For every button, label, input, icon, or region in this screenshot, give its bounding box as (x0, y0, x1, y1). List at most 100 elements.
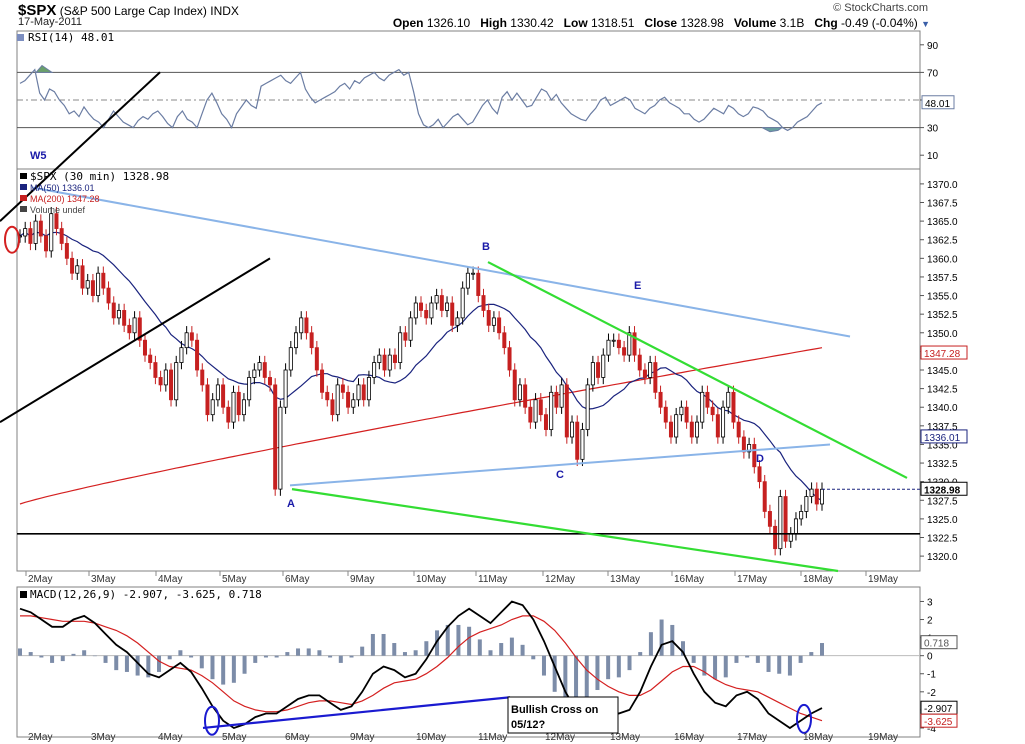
macd-tick-label: 3 (927, 597, 933, 608)
divergence-line (202, 696, 511, 730)
rsi-legend-swatch (17, 34, 24, 41)
volume-label: Volume (733, 16, 777, 30)
price-bar (330, 399, 335, 416)
x-date-label: 11May (478, 574, 507, 585)
x-date-label: 5May (222, 574, 246, 585)
macd-histogram-bar (541, 655, 546, 676)
price-bar (122, 310, 127, 326)
price-legend-swatch (20, 206, 27, 212)
price-bar (398, 332, 403, 363)
index-name: (S&P 500 Large Cap Index) (59, 4, 207, 18)
price-bar (184, 332, 189, 349)
macd-histogram-bar (392, 643, 397, 656)
price-bar (283, 369, 288, 408)
credit[interactable]: © StockCharts.com (833, 2, 928, 14)
price-bar (590, 362, 595, 386)
macd-histogram-bar (28, 652, 33, 656)
x-date-label: 9May (350, 574, 374, 585)
price-bar (111, 302, 116, 319)
macd-histogram-bar (381, 633, 386, 656)
macd-histogram-bar (755, 655, 760, 663)
price-bar (710, 406, 715, 416)
macd-histogram-bar (723, 655, 728, 678)
price-bar (788, 533, 793, 542)
ma200-last-box (920, 345, 968, 360)
price-bar (408, 317, 413, 341)
price-bar (684, 406, 689, 423)
macd-histogram-bar (424, 641, 429, 656)
x-date-label: 3May (91, 574, 115, 585)
macd-tick-label: -1 (927, 670, 936, 681)
price-bar (304, 317, 309, 334)
price-tick-label: 1332.5 (927, 459, 958, 470)
signal-last-box (920, 713, 958, 728)
price-bar (778, 496, 783, 550)
macd-histogram-bar (50, 655, 55, 663)
price-bar (642, 369, 647, 378)
x-date-label: 5May (222, 732, 246, 743)
x-date-label: 13May (610, 732, 640, 743)
macd-histogram-bar (317, 650, 322, 656)
price-bar (116, 310, 121, 319)
price-tick-label: 1362.5 (927, 236, 958, 247)
x-date-label: 10May (416, 732, 446, 743)
ohlc-readout: Open 1326.10 High 1330.42 Low 1318.51 Cl… (393, 16, 930, 30)
macd-tick-label: 0 (927, 652, 933, 663)
price-bar (101, 272, 106, 289)
x-date-label: 16May (674, 732, 704, 743)
chevron-down-icon[interactable]: ▼ (921, 19, 930, 29)
macd-histogram-bar (360, 646, 365, 656)
macd-histogram-bar (798, 655, 803, 663)
macd-histogram-bar (263, 655, 268, 658)
macd-histogram-bar (124, 655, 129, 672)
open-value: 1326.10 (426, 16, 471, 30)
macd-histogram-bar (488, 650, 493, 656)
close-last-box (920, 481, 968, 496)
macd-line (19, 600, 823, 730)
price-legend-text: Volume undef (30, 205, 86, 215)
price-bar (471, 272, 476, 275)
x-date-label: 2May (28, 732, 52, 743)
price-bar (85, 280, 90, 289)
macd-histogram-bar (531, 655, 536, 660)
price-bar (455, 317, 460, 326)
price-bar (679, 406, 684, 416)
x-date-label: 13May (610, 574, 640, 585)
price-bar (705, 391, 710, 408)
macd-histogram-bar (71, 653, 76, 656)
price-bar (346, 391, 351, 408)
close-label: Close (644, 16, 678, 30)
channel-mid-line (289, 443, 831, 487)
price-bar (741, 436, 746, 453)
high-label: High (480, 16, 507, 30)
price-tick-label: 1350.0 (927, 329, 958, 340)
macd-histogram-bar (809, 652, 814, 656)
price-bar (169, 369, 174, 401)
price-bar (28, 228, 33, 244)
price-bar (137, 317, 142, 341)
price-bar (820, 488, 825, 505)
macd-histogram-bar (456, 624, 461, 656)
rsi-last-box (921, 95, 955, 110)
price-bar (736, 421, 741, 438)
price-bar (49, 213, 54, 252)
close-value: 1328.98 (680, 16, 724, 30)
price-tick-label: 1320.0 (927, 552, 958, 563)
volume-value: 3.1B (779, 16, 805, 30)
macd-histogram-bar (627, 655, 632, 671)
price-bar (189, 332, 194, 341)
price-tick-label: 1322.5 (927, 534, 958, 545)
price-bar (80, 265, 85, 289)
price-bar (413, 302, 418, 319)
rsi-oversold-fill (761, 127, 784, 133)
ma200-line (19, 347, 823, 505)
price-legend-swatch (20, 195, 27, 201)
macd-histogram-bar (520, 644, 525, 656)
price-bar (179, 347, 184, 363)
price-bar (616, 339, 621, 349)
price-bar (715, 414, 720, 438)
x-date-label: 12May (545, 732, 575, 743)
x-date-label: 17May (737, 574, 767, 585)
wave-label: C (556, 469, 564, 481)
price-legend-text: MA(50) 1336.01 (30, 183, 95, 193)
